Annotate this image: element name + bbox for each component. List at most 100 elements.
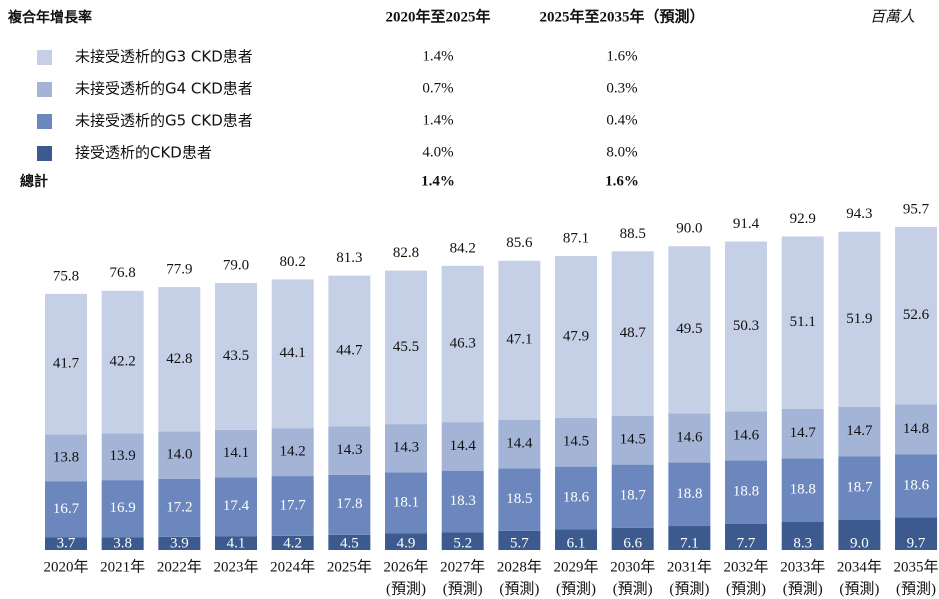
segment-label: 49.5 (676, 321, 702, 337)
bar-segment (555, 256, 598, 418)
total-label: 87.1 (563, 230, 589, 246)
x-tick-sublabel: (預測) (613, 580, 653, 597)
segment-label: 18.7 (620, 488, 647, 504)
bar-segment (271, 279, 314, 429)
bar-segment (45, 293, 87, 435)
x-tick-sublabel: (預測) (386, 580, 426, 597)
x-tick-sublabel: (預測) (556, 580, 596, 597)
segment-label: 18.6 (903, 477, 930, 493)
x-tick-sublabel: (預測) (669, 580, 709, 597)
bar-segment (838, 456, 881, 520)
x-tick-label: 2025年 (327, 558, 372, 575)
bar-segment (385, 270, 428, 425)
segment-label: 14.6 (733, 427, 760, 443)
total-label: 90.0 (676, 221, 702, 237)
bar-segment (895, 227, 938, 405)
total-label: 92.9 (790, 211, 816, 227)
segment-label: 6.6 (623, 535, 642, 551)
total-label: 95.7 (903, 201, 930, 217)
x-tick-sublabel: (預測) (783, 580, 823, 597)
x-tick-sublabel: (預測) (896, 580, 936, 597)
bar-segment (215, 477, 258, 537)
segment-label: 18.5 (506, 491, 532, 507)
bar-segment (385, 472, 428, 534)
segment-label: 41.7 (53, 356, 80, 372)
bar-segment (271, 476, 314, 536)
segment-label: 52.6 (903, 307, 930, 323)
total-label: 91.4 (733, 216, 760, 232)
legend-swatch (37, 82, 52, 97)
segment-label: 17.4 (223, 498, 250, 514)
x-tick-label: 2020年 (43, 558, 88, 575)
bar-segment (441, 265, 484, 423)
x-tick-label: 2028年 (497, 558, 542, 575)
total-label: 76.8 (110, 265, 136, 281)
cagr-title: 複合年增長率 (7, 9, 92, 26)
bar-segment (441, 532, 484, 550)
segment-label: 18.8 (676, 486, 702, 502)
bar-segment (611, 251, 654, 416)
segment-label: 43.5 (223, 348, 249, 364)
bar-segment (215, 536, 258, 550)
x-tick-label: 2029年 (554, 558, 599, 575)
bar-segment (725, 241, 768, 412)
segment-label: 14.7 (790, 425, 817, 441)
x-tick-sublabel: (預測) (726, 580, 766, 597)
bar-segment (498, 419, 541, 469)
cagr-value: 1.4% (422, 48, 453, 64)
segment-label: 14.4 (450, 438, 477, 454)
bar-segment (441, 422, 484, 471)
segment-label: 17.8 (336, 496, 362, 512)
segment-label: 4.5 (340, 535, 359, 551)
x-tick-label: 2024年 (270, 558, 315, 575)
segment-label: 14.5 (563, 434, 589, 450)
segment-label: 44.1 (280, 345, 306, 361)
segment-label: 45.5 (393, 339, 419, 355)
segment-label: 13.8 (53, 449, 79, 465)
cagr-value: 1.6% (606, 48, 637, 64)
total-cagr: 1.4% (421, 173, 455, 189)
bar-segment (328, 275, 371, 427)
bar-segment (725, 411, 768, 461)
segment-label: 18.1 (393, 494, 419, 510)
bar-segment (328, 474, 371, 535)
x-tick-label: 2032年 (724, 558, 769, 575)
bar-segment (45, 537, 87, 550)
bar-segment (725, 524, 768, 550)
segment-label: 3.9 (170, 535, 189, 551)
total-label: 82.8 (393, 245, 419, 261)
cagr-value: 0.3% (606, 80, 637, 96)
bar-segment (668, 462, 711, 527)
segment-label: 9.0 (850, 535, 869, 551)
x-tick-label: 2035年 (894, 558, 939, 575)
cagr-header: 2020年至2025年 (385, 7, 490, 25)
total-label: 80.2 (280, 254, 306, 270)
segment-label: 13.9 (110, 448, 136, 464)
x-tick-sublabel: (預測) (499, 580, 539, 597)
segment-label: 14.3 (393, 440, 419, 456)
total-label: 85.6 (506, 235, 533, 251)
segment-label: 18.3 (450, 493, 476, 509)
segment-label: 18.6 (563, 489, 590, 505)
segment-label: 6.1 (567, 535, 586, 551)
legend-swatch (37, 50, 52, 65)
segment-label: 14.3 (336, 442, 362, 458)
segment-label: 7.1 (680, 535, 699, 551)
segment-label: 3.8 (113, 535, 132, 551)
segment-label: 14.8 (903, 421, 929, 437)
segment-label: 51.9 (846, 311, 872, 327)
segment-label: 17.2 (166, 499, 192, 515)
total-label: 81.3 (336, 250, 362, 266)
x-tick-label: 2023年 (214, 558, 259, 575)
segment-label: 14.2 (280, 444, 306, 460)
bar-segment (328, 534, 371, 550)
x-tick-sublabel: (預測) (839, 580, 879, 597)
segment-label: 14.4 (506, 435, 533, 451)
bar-segment (611, 415, 654, 465)
x-tick-label: 2034年 (837, 558, 882, 575)
segment-label: 18.8 (790, 482, 816, 498)
segment-label: 14.7 (846, 423, 873, 439)
total-cagr: 1.6% (605, 173, 639, 189)
total-label: 77.9 (166, 262, 192, 278)
